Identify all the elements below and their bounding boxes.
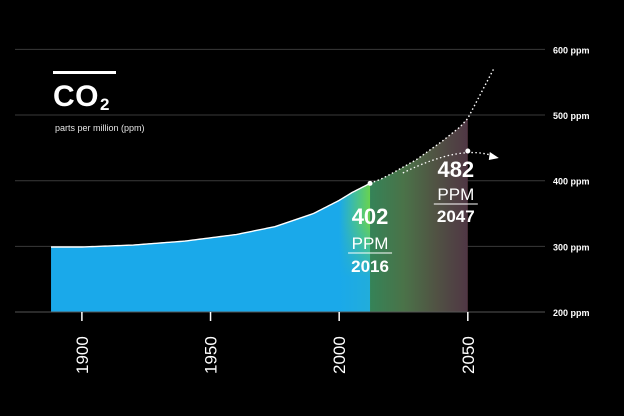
arrowhead-icon <box>488 152 499 160</box>
y-tick-label: 300 ppm <box>553 242 590 252</box>
x-tick-label: 1900 <box>73 336 92 374</box>
line-series <box>51 68 495 248</box>
measured-line <box>51 182 371 248</box>
y-tick-label: 400 ppm <box>553 177 590 187</box>
projected-year-label: 2047 <box>437 207 475 226</box>
current-unit-label: PPM <box>352 234 389 253</box>
chart-subtitle: parts per million (ppm) <box>55 123 145 133</box>
axes: 200 ppm 300 ppm 400 ppm 500 ppm 600 ppm 1900 1… <box>15 45 590 374</box>
x-tick-label: 2050 <box>459 336 478 374</box>
projected-unit-label: PPM <box>437 185 474 204</box>
chart-title: CO2 <box>53 80 110 114</box>
chart-title-main: CO <box>53 80 99 113</box>
current-year-label: 2016 <box>351 257 389 276</box>
current-value-label: 402 <box>352 204 389 229</box>
historic-area <box>51 118 340 312</box>
projected-point-marker <box>465 148 471 154</box>
current-point-marker <box>367 180 373 186</box>
area-series <box>51 118 468 312</box>
y-tick-label: 600 ppm <box>553 45 590 55</box>
projected-value-label: 482 <box>437 157 474 182</box>
annotations: 402 PPM 2016 482 PPM 2047 <box>348 148 499 276</box>
projection-line <box>369 68 495 184</box>
x-tick-label: 1950 <box>202 336 221 374</box>
x-tick-label: 2000 <box>330 336 349 374</box>
chart-title-subscript: 2 <box>100 95 110 114</box>
title-overline <box>53 71 116 74</box>
projection-arrow-path <box>402 151 497 174</box>
y-tick-label: 500 ppm <box>553 111 590 121</box>
y-tick-label: 200 ppm <box>553 308 590 318</box>
